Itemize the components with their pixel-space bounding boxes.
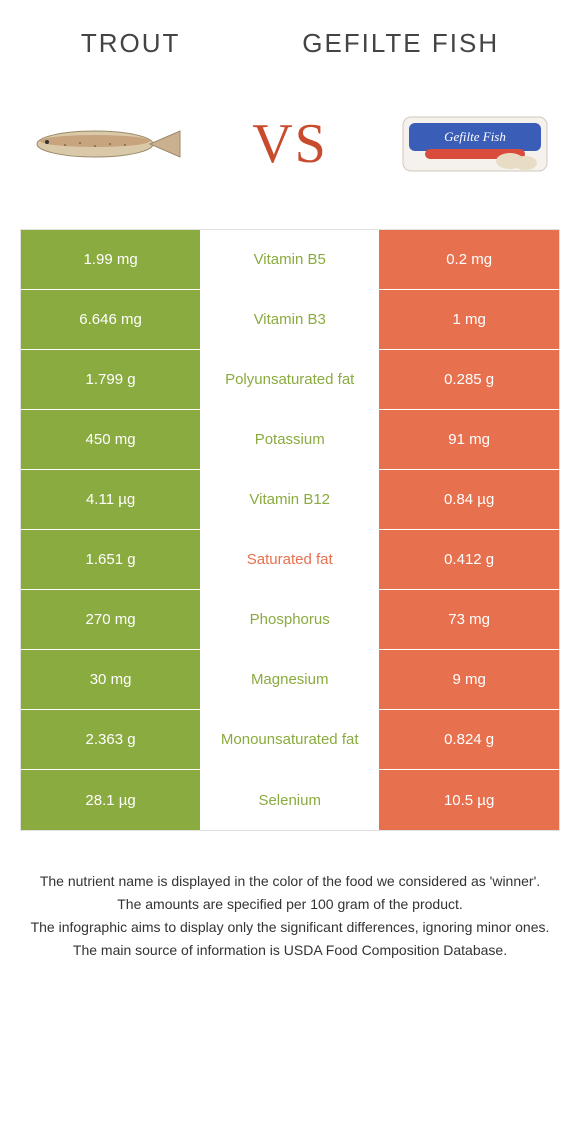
table-row: 2.363 gMonounsaturated fat0.824 g (21, 710, 559, 770)
left-value: 1.99 mg (21, 230, 200, 289)
right-value: 73 mg (379, 590, 559, 649)
nutrient-name: Phosphorus (200, 590, 379, 649)
nutrient-name: Monounsaturated fat (200, 710, 379, 769)
left-value: 270 mg (21, 590, 200, 649)
table-row: 1.799 gPolyunsaturated fat0.285 g (21, 350, 559, 410)
table-row: 30 mgMagnesium9 mg (21, 650, 559, 710)
nutrient-name: Saturated fat (200, 530, 379, 589)
table-row: 4.11 µgVitamin B120.84 µg (21, 470, 559, 530)
right-value: 9 mg (379, 650, 559, 709)
table-row: 6.646 mgVitamin B31 mg (21, 290, 559, 350)
gefilte-package-icon: Gefilte Fish (395, 109, 555, 179)
nutrient-name: Vitamin B12 (200, 470, 379, 529)
footnote-line: The main source of information is USDA F… (24, 940, 556, 961)
left-value: 1.799 g (21, 350, 200, 409)
table-row: 1.99 mgVitamin B50.2 mg (21, 230, 559, 290)
table-row: 28.1 µgSelenium10.5 µg (21, 770, 559, 830)
footnote-line: The amounts are specified per 100 gram o… (24, 894, 556, 915)
nutrient-name: Potassium (200, 410, 379, 469)
right-value: 91 mg (379, 410, 559, 469)
left-value: 6.646 mg (21, 290, 200, 349)
left-value: 2.363 g (21, 710, 200, 769)
footnote-line: The nutrient name is displayed in the co… (24, 871, 556, 892)
nutrition-table: 1.99 mgVitamin B50.2 mg6.646 mgVitamin B… (20, 229, 560, 831)
left-value: 1.651 g (21, 530, 200, 589)
right-value: 0.84 µg (379, 470, 559, 529)
footnote-line: The infographic aims to display only the… (24, 917, 556, 938)
right-food-image: Gefilte Fish (390, 99, 560, 189)
nutrient-name: Vitamin B5 (200, 230, 379, 289)
table-row: 1.651 gSaturated fat0.412 g (21, 530, 559, 590)
right-value: 10.5 µg (379, 770, 559, 830)
table-row: 450 mgPotassium91 mg (21, 410, 559, 470)
footnotes: The nutrient name is displayed in the co… (0, 831, 580, 961)
nutrient-name: Selenium (200, 770, 379, 830)
vs-label: VS (252, 112, 328, 176)
svg-text:Gefilte Fish: Gefilte Fish (444, 129, 506, 144)
vs-row: VS Gefilte Fish (0, 69, 580, 229)
table-row: 270 mgPhosphorus73 mg (21, 590, 559, 650)
left-value: 450 mg (21, 410, 200, 469)
left-value: 4.11 µg (21, 470, 200, 529)
header: Trout Gefilte Fish (0, 0, 580, 69)
right-value: 0.412 g (379, 530, 559, 589)
nutrient-name: Vitamin B3 (200, 290, 379, 349)
left-food-title: Trout (81, 28, 181, 59)
right-value: 0.2 mg (379, 230, 559, 289)
right-value: 1 mg (379, 290, 559, 349)
left-food-image (20, 99, 190, 189)
right-value: 0.285 g (379, 350, 559, 409)
nutrient-name: Magnesium (200, 650, 379, 709)
left-value: 28.1 µg (21, 770, 200, 830)
right-food-title: Gefilte Fish (302, 28, 499, 59)
right-value: 0.824 g (379, 710, 559, 769)
left-value: 30 mg (21, 650, 200, 709)
trout-icon (25, 119, 185, 169)
nutrient-name: Polyunsaturated fat (200, 350, 379, 409)
